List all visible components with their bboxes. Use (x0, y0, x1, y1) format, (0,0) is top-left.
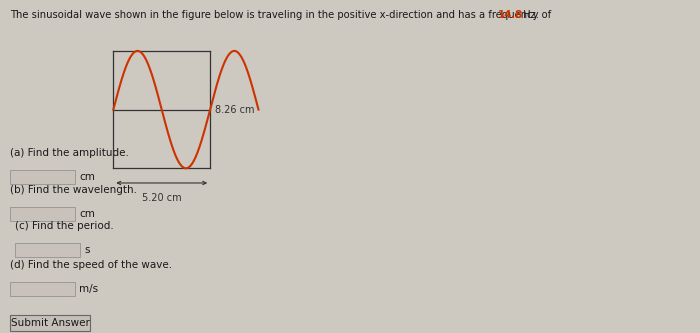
FancyBboxPatch shape (15, 243, 80, 257)
FancyBboxPatch shape (10, 170, 75, 184)
Text: (b) Find the wavelength.: (b) Find the wavelength. (10, 185, 137, 195)
Text: (a) Find the amplitude.: (a) Find the amplitude. (10, 148, 129, 158)
Text: cm: cm (79, 209, 95, 219)
FancyBboxPatch shape (10, 207, 75, 221)
Text: m/s: m/s (79, 284, 98, 294)
Text: 14.8: 14.8 (498, 10, 523, 20)
Text: 5.20 cm: 5.20 cm (142, 193, 181, 203)
Text: Submit Answer: Submit Answer (10, 318, 90, 328)
Text: cm: cm (79, 172, 95, 182)
Text: (c) Find the period.: (c) Find the period. (15, 221, 113, 231)
Text: The sinusoidal wave shown in the figure below is traveling in the positive x-dir: The sinusoidal wave shown in the figure … (10, 10, 554, 20)
Text: 8.26 cm: 8.26 cm (215, 105, 254, 115)
Text: Hz.: Hz. (520, 10, 539, 20)
FancyBboxPatch shape (10, 315, 90, 331)
FancyBboxPatch shape (10, 282, 75, 296)
Text: s: s (84, 245, 90, 255)
Text: (d) Find the speed of the wave.: (d) Find the speed of the wave. (10, 260, 172, 270)
